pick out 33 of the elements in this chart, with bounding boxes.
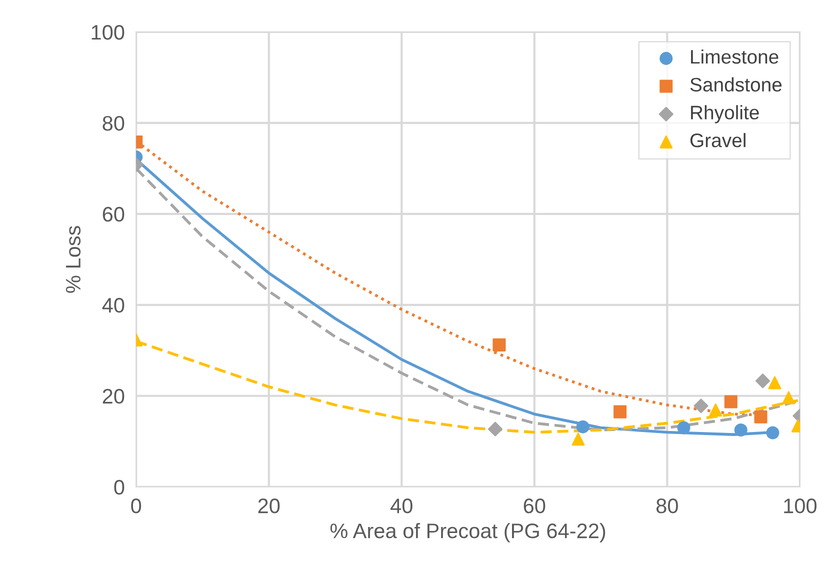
y-tick-label: 40 <box>102 298 124 313</box>
x-tick-label: 60 <box>524 498 546 514</box>
y-tick-label: 60 <box>102 206 124 222</box>
point <box>724 395 738 408</box>
point <box>709 403 722 416</box>
x-axis-title: % Area of Precoat (PG 64-22) <box>330 522 606 542</box>
y-axis-title: % Loss <box>66 226 81 293</box>
point <box>754 410 768 424</box>
point <box>488 422 503 436</box>
legend-label: Limestone <box>691 49 778 64</box>
point <box>576 420 590 434</box>
point <box>694 398 708 414</box>
y-tick-label: 80 <box>102 116 124 131</box>
legend-label: Sandstone <box>690 77 782 92</box>
point <box>768 376 782 390</box>
x-tick-label: 100 <box>784 498 816 514</box>
legend-label: Rhyolite <box>691 105 759 124</box>
y-tick-label: 100 <box>92 24 124 40</box>
point <box>614 405 627 418</box>
x-tick-label: 40 <box>390 498 412 514</box>
point <box>572 432 585 446</box>
point <box>677 421 690 434</box>
point <box>782 391 796 404</box>
point <box>734 424 748 437</box>
y-tick-label: 20 <box>102 388 124 404</box>
x-tick-label: 80 <box>656 498 678 514</box>
point <box>766 426 780 440</box>
point <box>755 374 770 388</box>
x-tick-label: 20 <box>258 498 280 514</box>
y-tick-label: 0 <box>114 480 124 495</box>
point <box>492 338 506 352</box>
legend-label: Gravel <box>690 133 746 148</box>
x-tick-label: 0 <box>131 498 142 514</box>
